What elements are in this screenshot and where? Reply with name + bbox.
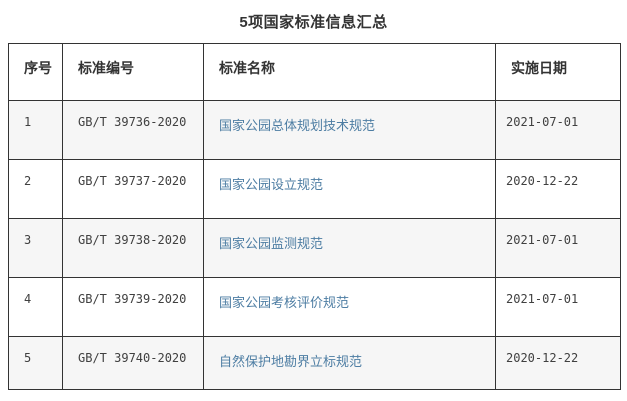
standards-table: 序号 标准编号 标准名称 实施日期 1 GB/T 39736-2020 国家公园… [8,43,621,390]
table-row: 3 GB/T 39738-2020 国家公园监测规范 2021-07-01 [8,218,621,278]
column-header-index: 序号 [8,43,63,101]
cell-code: GB/T 39739-2020 [62,277,204,337]
cell-date: 2021-07-01 [495,100,621,160]
cell-date: 2021-07-01 [495,277,621,337]
cell-index: 1 [8,100,63,160]
column-header-date: 实施日期 [495,43,621,101]
cell-code: GB/T 39740-2020 [62,336,204,390]
cell-name: 国家公园考核评价规范 [203,277,496,337]
cell-index: 3 [8,218,63,278]
standard-link[interactable]: 国家公园总体规划技术规范 [219,118,376,133]
cell-date: 2020-12-22 [495,336,621,390]
cell-code: GB/T 39738-2020 [62,218,204,278]
cell-index: 5 [8,336,63,390]
cell-name: 国家公园设立规范 [203,159,496,219]
standard-link[interactable]: 国家公园考核评价规范 [219,295,350,310]
standard-link[interactable]: 自然保护地勘界立标规范 [219,354,363,369]
page-title: 5项国家标准信息汇总 [239,14,388,31]
cell-date: 2021-07-01 [495,218,621,278]
cell-name: 自然保护地勘界立标规范 [203,336,496,390]
column-header-name: 标准名称 [203,43,496,101]
table-row: 4 GB/T 39739-2020 国家公园考核评价规范 2021-07-01 [8,277,621,337]
standard-link[interactable]: 国家公园监测规范 [219,236,324,251]
table-row: 1 GB/T 39736-2020 国家公园总体规划技术规范 2021-07-0… [8,100,621,160]
cell-date: 2020-12-22 [495,159,621,219]
cell-code: GB/T 39737-2020 [62,159,204,219]
cell-name: 国家公园总体规划技术规范 [203,100,496,160]
cell-index: 4 [8,277,63,337]
column-header-code: 标准编号 [62,43,204,101]
table-header-row: 序号 标准编号 标准名称 实施日期 [8,43,621,101]
cell-index: 2 [8,159,63,219]
standard-link[interactable]: 国家公园设立规范 [219,177,324,192]
cell-code: GB/T 39736-2020 [62,100,204,160]
cell-name: 国家公园监测规范 [203,218,496,278]
table-row: 2 GB/T 39737-2020 国家公园设立规范 2020-12-22 [8,159,621,219]
table-row: 5 GB/T 39740-2020 自然保护地勘界立标规范 2020-12-22 [8,336,621,390]
